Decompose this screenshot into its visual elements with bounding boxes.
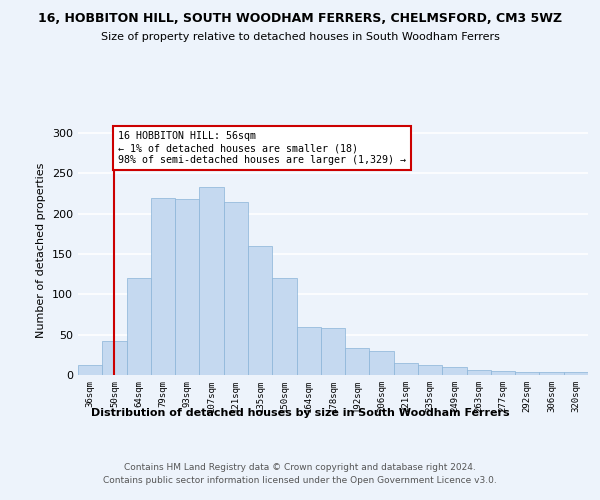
Bar — [102, 341, 127, 375]
Bar — [394, 363, 418, 375]
Bar — [272, 278, 296, 375]
Bar — [418, 366, 442, 375]
Bar — [467, 370, 491, 375]
Bar — [370, 351, 394, 375]
Bar — [151, 198, 175, 375]
Bar — [175, 199, 199, 375]
Bar — [78, 366, 102, 375]
Bar — [224, 202, 248, 375]
Bar — [296, 326, 321, 375]
Bar — [539, 372, 564, 375]
Text: Contains public sector information licensed under the Open Government Licence v3: Contains public sector information licen… — [103, 476, 497, 485]
Bar — [248, 246, 272, 375]
Bar — [199, 187, 224, 375]
Bar — [345, 348, 370, 375]
Bar — [127, 278, 151, 375]
Text: Distribution of detached houses by size in South Woodham Ferrers: Distribution of detached houses by size … — [91, 408, 509, 418]
Bar — [442, 367, 467, 375]
Text: 16, HOBBITON HILL, SOUTH WOODHAM FERRERS, CHELMSFORD, CM3 5WZ: 16, HOBBITON HILL, SOUTH WOODHAM FERRERS… — [38, 12, 562, 26]
Y-axis label: Number of detached properties: Number of detached properties — [37, 162, 46, 338]
Text: Size of property relative to detached houses in South Woodham Ferrers: Size of property relative to detached ho… — [101, 32, 499, 42]
Bar — [515, 372, 539, 375]
Text: Contains HM Land Registry data © Crown copyright and database right 2024.: Contains HM Land Registry data © Crown c… — [124, 462, 476, 471]
Bar — [564, 372, 588, 375]
Bar — [321, 328, 345, 375]
Bar — [491, 371, 515, 375]
Text: 16 HOBBITON HILL: 56sqm
← 1% of detached houses are smaller (18)
98% of semi-det: 16 HOBBITON HILL: 56sqm ← 1% of detached… — [118, 132, 406, 164]
